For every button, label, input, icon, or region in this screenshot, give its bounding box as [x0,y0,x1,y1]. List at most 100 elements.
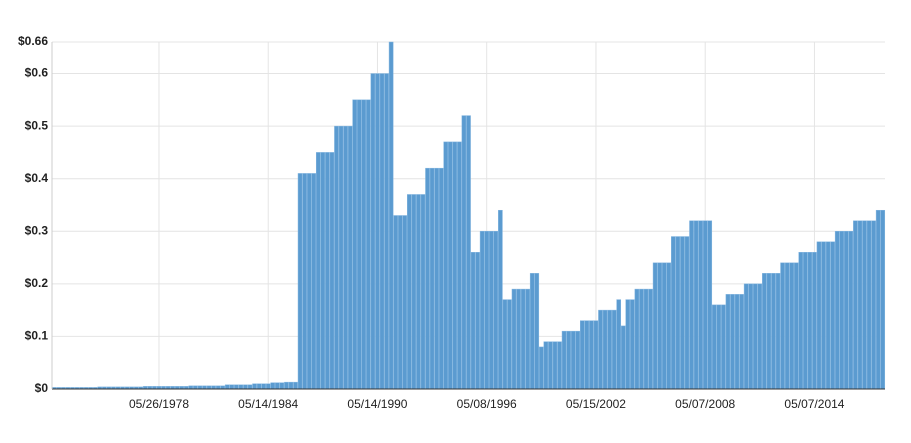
bar [798,252,804,390]
bar [229,384,235,390]
bar [812,252,817,390]
bar [748,283,754,390]
bar [361,99,367,390]
bar [275,382,280,390]
x-tick-label: 05/14/1984 [238,397,298,411]
bar [839,231,845,390]
bar [425,167,430,390]
bar [721,304,726,390]
bar [579,320,585,390]
bar [416,194,421,390]
bar [620,325,626,390]
bar [607,309,612,390]
bar [466,115,471,390]
bar [775,273,781,390]
bar [488,231,494,390]
bar [352,99,358,390]
bar [284,381,289,390]
bar [539,346,544,390]
bar [297,173,303,390]
y-tick-label: $0.4 [25,171,49,185]
bar [866,220,872,390]
bar [557,341,562,390]
bar [830,241,835,390]
y-tick-label: $0.6 [25,66,49,80]
bar [784,262,790,390]
y-tick-label: $0.1 [25,329,49,343]
bar [570,330,576,390]
x-tick-label: 05/07/2014 [784,397,844,411]
x-tick-label: 05/15/2002 [566,397,626,411]
bar [762,273,767,390]
bar [693,220,699,390]
bar [306,173,312,390]
bar [397,215,403,390]
bar [484,231,490,390]
bar [825,241,831,390]
bar [347,125,353,390]
bar [334,125,339,390]
bar [821,241,826,390]
bar [256,383,262,390]
bar [461,115,467,390]
bar [575,330,581,390]
bar [325,152,330,390]
bar [566,330,571,390]
bar [689,220,694,390]
bar [834,231,840,390]
bar [602,309,608,390]
bar [548,341,553,390]
bar [666,262,672,390]
bar [684,236,690,390]
bar [224,384,230,390]
bar [611,309,617,390]
bar [561,330,567,390]
bar [752,283,758,390]
bar [857,220,863,390]
bar [234,384,239,390]
bar [516,288,521,390]
bar [552,341,558,390]
bar [702,220,708,390]
bar [507,299,512,390]
bar [288,381,294,390]
bar [434,167,439,390]
bar [311,173,317,390]
x-tick-label: 05/08/1996 [457,397,517,411]
bar [438,167,444,390]
bar [302,173,307,390]
bar [293,381,298,390]
bar [661,262,667,390]
bar [625,299,631,390]
bar [343,125,348,390]
bar [593,320,599,390]
bar [498,209,503,390]
bar [616,299,622,390]
bar [502,299,508,390]
bar [657,262,662,390]
bar [247,384,253,390]
bar [320,152,326,390]
bar [252,383,257,390]
bar [739,294,744,390]
bar [243,384,248,390]
y-tick-label: $0.3 [25,223,49,237]
bar [470,252,476,390]
bar [329,152,335,390]
bar [771,273,776,390]
bar [880,209,886,390]
bar [648,288,653,390]
y-tick-label: $0.2 [25,276,49,290]
bar [356,99,362,390]
bar [279,382,285,390]
bar [420,194,426,390]
x-tick-label: 05/26/1978 [129,397,189,411]
bar [493,231,499,390]
bar [816,241,822,390]
bar [384,73,389,390]
bar [457,141,462,390]
y-tick-label: $0.66 [18,34,48,48]
y-tick-label: $0 [35,381,49,395]
bar [543,341,549,390]
bar [429,167,435,390]
